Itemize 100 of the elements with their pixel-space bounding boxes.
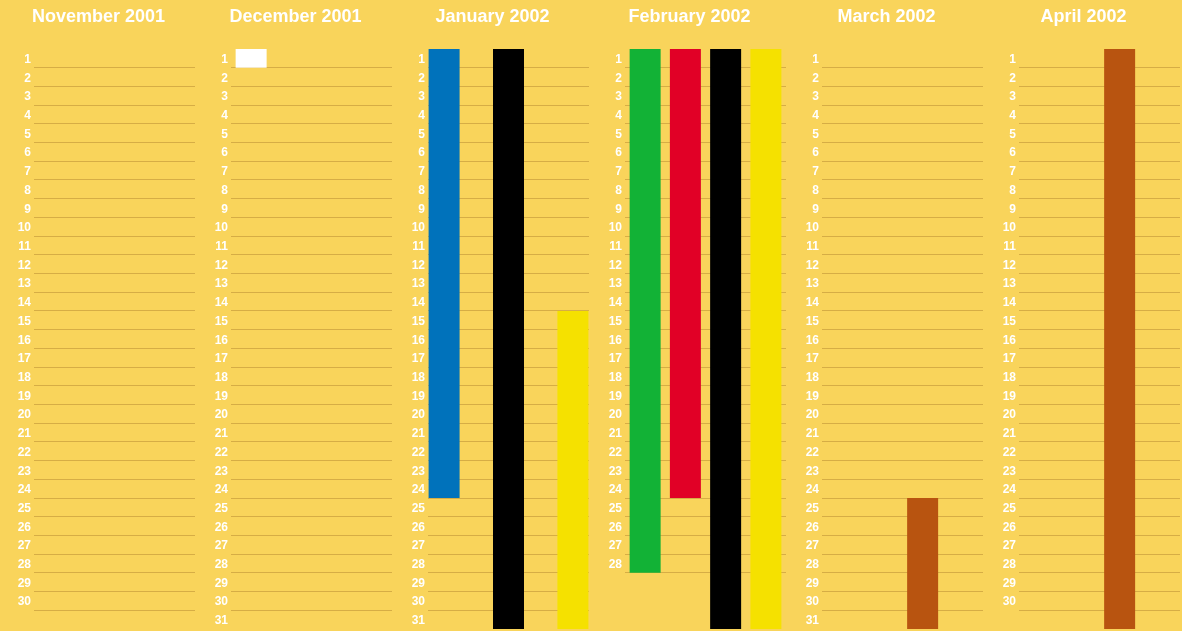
y-tick-label: 1 <box>812 51 820 66</box>
y-tick-label: 16 <box>214 332 229 347</box>
y-tick-label: 21 <box>1002 426 1017 441</box>
y-tick-label: 12 <box>214 257 229 272</box>
chart-title: February 2002 <box>628 6 751 27</box>
y-tick-label: 13 <box>1002 276 1017 291</box>
y-tick-label: 25 <box>214 500 229 515</box>
y-tick-label: 20 <box>214 407 229 422</box>
y-tick-label: 12 <box>411 257 426 272</box>
y-tick-label: 12 <box>805 257 820 272</box>
y-tick-label: 22 <box>805 444 820 459</box>
y-tick-label: 20 <box>411 407 426 422</box>
y-tick-label: 21 <box>17 426 32 441</box>
y-tick-label: 7 <box>221 164 229 179</box>
y-tick-label: 22 <box>214 444 229 459</box>
y-tick-label: 27 <box>411 538 426 553</box>
y-tick-label: 24 <box>411 482 426 497</box>
y-tick-label: 5 <box>812 126 820 141</box>
y-tick-label: 12 <box>1002 257 1017 272</box>
y-tick-label: 17 <box>805 351 820 366</box>
y-tick-label: 2 <box>24 70 32 85</box>
y-tick-label: 21 <box>805 426 820 441</box>
y-tick-label: 15 <box>805 313 820 328</box>
y-tick-label: 6 <box>812 145 820 160</box>
y-tick-label: 28 <box>805 557 820 572</box>
y-tick-label: 24 <box>608 482 623 497</box>
y-tick-label: 26 <box>411 519 426 534</box>
y-tick-label: 25 <box>411 500 426 515</box>
y-tick-label: 15 <box>17 313 32 328</box>
chart-title: January 2002 <box>435 6 550 27</box>
y-tick-label: 18 <box>411 369 426 384</box>
y-tick-label: 14 <box>17 295 32 310</box>
y-tick-label: 27 <box>1002 538 1017 553</box>
y-tick-label: 21 <box>411 426 426 441</box>
y-tick-label: 1 <box>615 51 623 66</box>
y-tick-label: 26 <box>608 519 623 534</box>
y-tick-label: 13 <box>411 276 426 291</box>
y-tick-label: 10 <box>608 220 623 235</box>
y-tick-label: 5 <box>1009 126 1017 141</box>
y-tick-label: 19 <box>17 388 32 403</box>
y-tick-label: 9 <box>615 201 623 216</box>
y-tick-label: 14 <box>805 295 820 310</box>
y-tick-label: 25 <box>1002 500 1017 515</box>
y-tick-label: 26 <box>17 519 32 534</box>
y-tick-label: 16 <box>608 332 623 347</box>
y-tick-label: 24 <box>805 482 820 497</box>
y-tick-label: 7 <box>1009 164 1017 179</box>
y-tick-label: 2 <box>812 70 820 85</box>
y-tick-label: 29 <box>17 575 32 590</box>
chart-title: December 2001 <box>229 6 362 27</box>
y-tick-label: 5 <box>221 126 229 141</box>
y-tick-label: 20 <box>805 407 820 422</box>
y-tick-label: 17 <box>411 351 426 366</box>
y-tick-label: 10 <box>805 220 820 235</box>
y-tick-label: 14 <box>1002 295 1017 310</box>
y-tick-label: 20 <box>17 407 32 422</box>
y-tick-label: 28 <box>214 557 229 572</box>
y-tick-label: 20 <box>608 407 623 422</box>
y-tick-label: 4 <box>615 108 623 123</box>
y-tick-label: 28 <box>608 557 623 572</box>
y-tick-label: 1 <box>1009 51 1017 66</box>
y-tick-label: 18 <box>1002 369 1017 384</box>
y-tick-label: 29 <box>805 575 820 590</box>
y-tick-label: 16 <box>1002 332 1017 347</box>
y-tick-label: 23 <box>805 463 820 478</box>
y-tick-label: 24 <box>214 482 229 497</box>
y-tick-label: 8 <box>1009 182 1017 197</box>
y-tick-label: 23 <box>411 463 426 478</box>
y-tick-label: 13 <box>608 276 623 291</box>
y-tick-label: 8 <box>615 182 623 197</box>
y-tick-label: 5 <box>418 126 426 141</box>
y-tick-label: 7 <box>812 164 820 179</box>
y-tick-label: 15 <box>411 313 426 328</box>
y-tick-label: 2 <box>1009 70 1017 85</box>
y-tick-label: 30 <box>17 594 32 609</box>
y-tick-label: 31 <box>214 613 229 628</box>
y-tick-label: 18 <box>214 369 229 384</box>
y-tick-label: 30 <box>805 594 820 609</box>
y-tick-label: 11 <box>609 239 623 254</box>
y-tick-label: 25 <box>608 500 623 515</box>
y-tick-label: 19 <box>1002 388 1017 403</box>
y-tick-label: 16 <box>805 332 820 347</box>
y-tick-label: 25 <box>17 500 32 515</box>
y-tick-label: 29 <box>214 575 229 590</box>
y-tick-label: 17 <box>214 351 229 366</box>
y-tick-label: 2 <box>615 70 623 85</box>
y-tick-label: 30 <box>1002 594 1017 609</box>
y-tick-label: 27 <box>608 538 623 553</box>
y-tick-label: 10 <box>1002 220 1017 235</box>
y-tick-label: 17 <box>17 351 32 366</box>
y-tick-label: 8 <box>812 182 820 197</box>
y-tick-label: 24 <box>1002 482 1017 497</box>
y-tick-label: 6 <box>24 145 32 160</box>
y-tick-label: 17 <box>1002 351 1017 366</box>
y-tick-label: 6 <box>615 145 623 160</box>
y-tick-label: 15 <box>214 313 229 328</box>
y-tick-label: 9 <box>1009 201 1017 216</box>
y-tick-label: 3 <box>812 89 820 104</box>
y-tick-label: 9 <box>24 201 32 216</box>
y-tick-label: 9 <box>418 201 426 216</box>
